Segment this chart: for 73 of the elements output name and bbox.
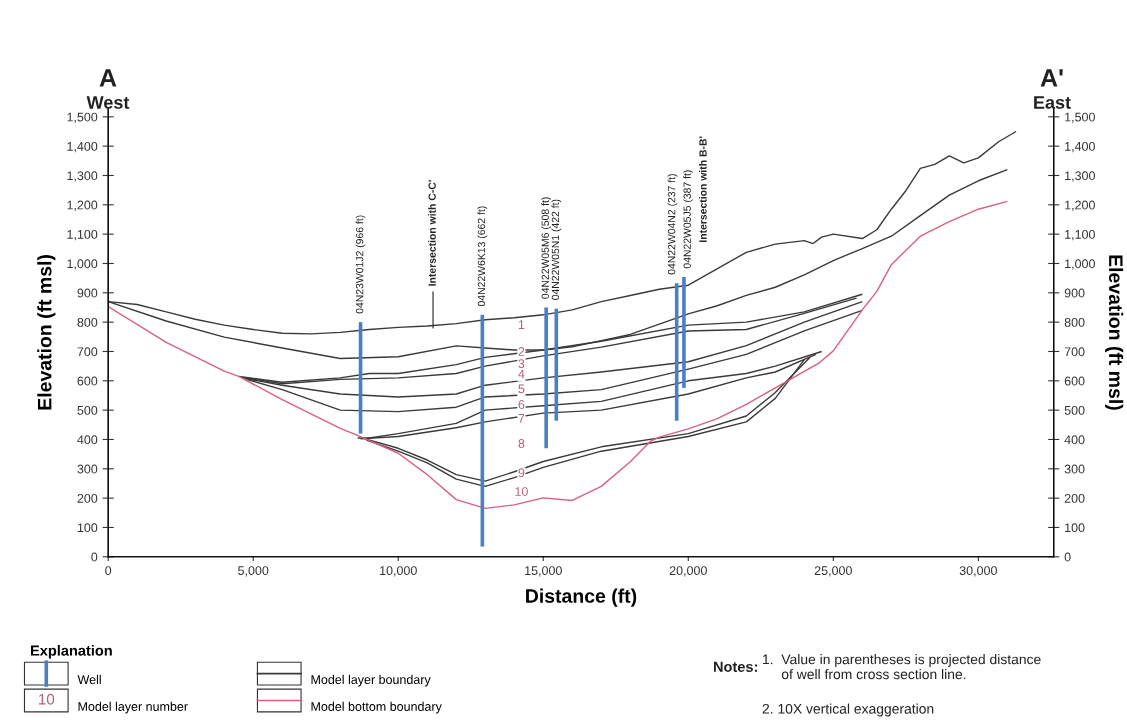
y-tick-label: 400 [77,435,98,445]
y-tick-label: 1,400 [67,141,98,153]
y-tick-label: 0 [91,552,98,562]
y2-tick-label: 1,400 [1065,141,1095,153]
y-tick-label: 600 [77,376,98,386]
text: 1. Value in parentheses is projected distance of well from cross section line. [763,654,1041,680]
y-tick-label: 800 [77,317,98,327]
y2-tick-label: 300 [1064,464,1085,474]
annotation: 04N22W04N2 (237 ft) [667,174,678,275]
annotation: 04N22W05M6 (508 ft) [541,197,552,299]
y2-tick-label: 1,300 [1065,171,1095,182]
y2-tick-label: 900 [1064,288,1085,298]
x-axis-title: Distance (ft) [526,588,637,607]
annotation: 04N22W6K13 (662 ft) [477,206,488,307]
annotation: 9 [518,468,525,478]
annotation: 04N22W05N1 (422 ft) [551,199,562,300]
y2-tick-label: 1,200 [1065,200,1095,211]
annotation: 2 [518,347,525,356]
y2-tick-label: 0 [1064,552,1071,562]
annotation: West [86,96,130,109]
annotation: Intersection with C-C' [428,180,436,286]
legend-label: Model layer boundary [311,674,431,687]
annotation: 04N23W01J2 (966 ft) [355,215,366,314]
y2-tick-label: 200 [1064,493,1085,503]
y2-tick-label: 1,000 [1065,259,1095,270]
x-tick-label: 0 [105,566,112,576]
y2-axis-title: Elevation (ft msl) [1105,255,1124,410]
annotation: 8 [518,439,525,448]
legend-label: Well [77,674,101,684]
y-tick-label: 100 [77,523,98,533]
text: 2. 10X vertical exaggeration [762,703,934,717]
annotation: East [1034,96,1071,109]
y2-tick-label: 400 [1064,435,1085,445]
annotation: 3 [518,359,525,369]
legend-title: Explanation [31,645,112,659]
y-tick-label: 900 [77,288,98,298]
y-tick-label: 1,200 [67,200,98,211]
annotation: 6 [518,400,525,409]
annotation: 7 [518,414,525,423]
annotation: 4 [518,369,525,379]
text: 10 [38,693,55,705]
text: Notes: [713,661,757,672]
y-tick-label: 500 [77,405,98,415]
annotation: 5 [518,384,525,394]
annotation: 04N22W05J5 (387 ft) [683,170,693,269]
annotation: 1 [518,320,525,329]
annotation: 10 [515,487,528,496]
text: A [99,69,117,87]
y2-tick-label: 800 [1064,317,1085,327]
y2-tick-label: 600 [1064,376,1085,386]
y2-tick-label: 100 [1065,523,1085,533]
annotation: Intersection with B-B' [699,136,707,242]
y-tick-label: 700 [77,347,98,357]
text: A' [1040,69,1063,87]
x-tick-label: 5,000 [238,566,269,577]
x-tick-label: 10,000 [380,566,417,577]
x-tick-label: 25,000 [814,566,852,577]
legend-label: Model bottom boundary [311,701,442,714]
y-tick-label: 1,500 [67,112,98,123]
y-tick-label: 1,000 [67,259,98,270]
y2-tick-label: 500 [1064,405,1085,415]
y-tick-label: 200 [77,493,98,503]
y-tick-label: 300 [77,464,98,474]
y2-tick-label: 1,500 [1065,112,1095,123]
y2-tick-label: 700 [1064,347,1085,357]
x-tick-label: 20,000 [669,566,707,577]
y2-tick-label: 1,100 [1065,229,1095,241]
text: Model layer number [78,701,188,714]
y-axis-title: Elevation (ft msl) [37,255,56,410]
x-tick-label: 15,000 [525,566,562,577]
y-tick-label: 1,100 [67,229,98,241]
x-tick-label: 30,000 [959,566,997,577]
y-tick-label: 1,300 [67,171,98,182]
